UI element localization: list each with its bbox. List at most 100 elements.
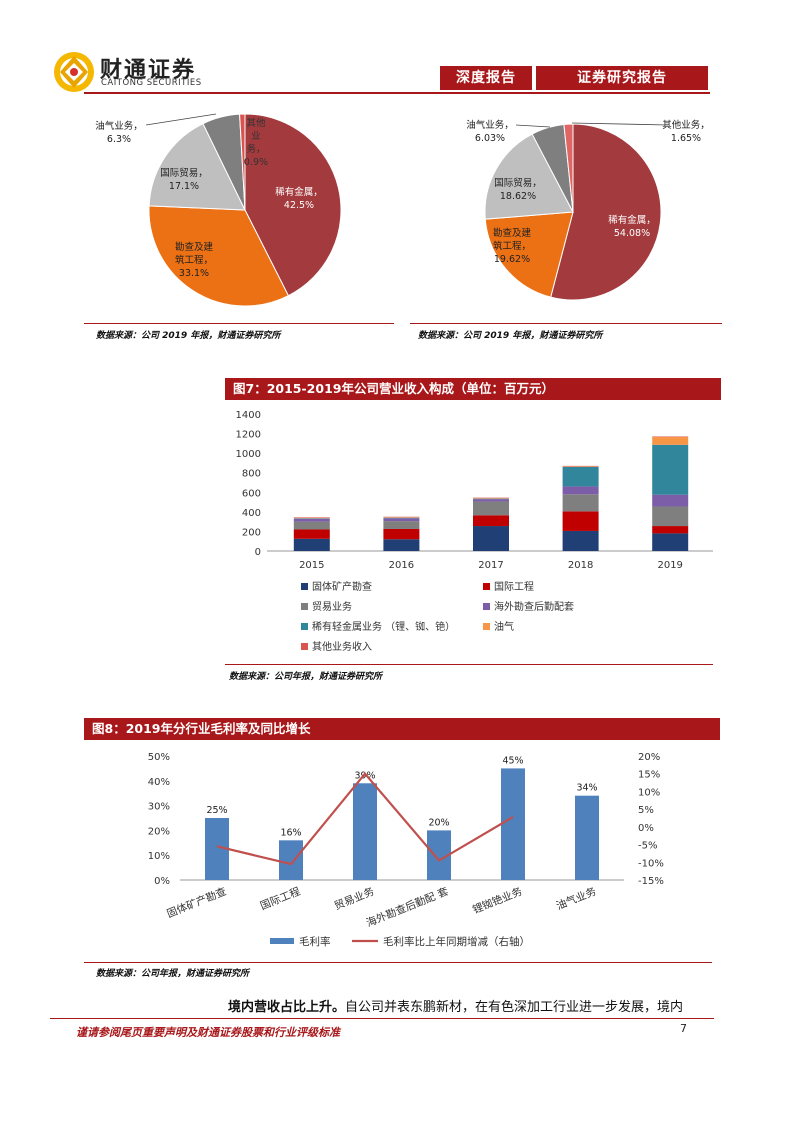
fig8-bar-label-2: 39%	[354, 770, 375, 781]
fig7-xtick: 2015	[299, 560, 324, 571]
fig7-ytick: 600	[242, 488, 261, 499]
pie-left-label-3: 油气业务， 6.3%	[95, 120, 143, 145]
header-rule	[84, 92, 710, 94]
fig7-bar-2019-2	[652, 506, 689, 527]
pie-right-label-4: 其他业务， 1.65%	[662, 119, 710, 144]
fig8-legend-label-0: 毛利率	[299, 935, 331, 948]
fig7-bar-2018-3	[562, 486, 599, 495]
pie-left-label-4: 其他业务， 0.9%	[244, 117, 268, 168]
fig8-bar-label-3: 20%	[428, 817, 449, 828]
fig7-xtick: 2017	[478, 560, 503, 571]
fig8-ytick: 20%	[148, 826, 170, 837]
fig8-ytick: 10%	[148, 851, 170, 862]
fig8-ytick: 40%	[148, 777, 170, 788]
fig7-chart: 0 200 400 600 800 1000 1200 1400 2015 2016 2017 201…	[236, 410, 713, 653]
tag-research-report: 证券研究报告	[536, 66, 708, 90]
fig7-legend-swatch-6	[301, 643, 308, 650]
fig7-legend-label-6: 其他业务收入	[312, 640, 372, 653]
logo-name: 财通证券	[100, 57, 197, 83]
fig8-line-yoy	[216, 771, 514, 866]
fig8-bar-5	[575, 795, 599, 880]
pie-right-slice-2	[484, 133, 574, 220]
fig8-legend-label-1: 毛利率比上年同期增减（右轴）	[383, 935, 530, 948]
fig8-chart: 0% 10% 20% 30% 40% 50% -15% -10% -5% 0% 5% 10% 15% 20…	[148, 752, 664, 948]
fig7-bar-2018-4	[562, 466, 599, 487]
fig8-source: 数据来源：公司年报，财通证券研究所	[96, 969, 250, 979]
fig8-xtick-5: 油气业务	[554, 885, 598, 913]
fig7-bar-2017-3	[473, 499, 509, 502]
pie-left-label-1: 勘查及建筑工程， 33.1%	[175, 241, 214, 279]
fig7-ytick: 200	[242, 527, 261, 538]
fig8-bar-1	[279, 840, 303, 880]
fig8-xtick-3: 海外勘查后勤配 套	[364, 885, 450, 930]
fig8-bar-2	[353, 783, 377, 880]
pie-left-leader-3	[145, 113, 217, 126]
fig8-bar-4	[501, 768, 525, 880]
fig8-y2tick: 0%	[638, 823, 654, 834]
fig7-xtick: 2018	[568, 560, 593, 571]
footer-disclaimer: 谨请参阅尾页重要声明及财通证券股票和行业评级标准	[76, 1026, 340, 1039]
fig7-ytick: 1000	[236, 449, 261, 460]
company-logo	[52, 50, 96, 94]
fig7-bar-2017-1	[473, 515, 509, 527]
fig7-bar-2019-0	[652, 533, 689, 551]
fig7-legend-swatch-5	[483, 623, 490, 630]
fig7-bar-2018-0	[562, 530, 599, 551]
fig8-xtick-2: 贸易业务	[332, 885, 376, 913]
body-paragraph: 境内营收占比上升。自公司并表东鹏新材，在有色深加工行业进一步发展，境内	[228, 996, 714, 1015]
fig8-y2tick: -5%	[638, 841, 657, 852]
fig7-ytick: 1400	[236, 410, 261, 421]
pie-right-label-1: 勘查及建筑工程， 19.62%	[493, 227, 532, 265]
fig7-legend-label-4: 稀有轻金属业务 （锂、铷、铯）	[312, 620, 455, 633]
fig7-bar-2017-2	[473, 501, 509, 516]
fig7-bar-2016-0	[383, 539, 420, 551]
fig7-bar-2016-2	[383, 521, 420, 529]
fig7-bar-2018-1	[562, 511, 599, 531]
fig7-legend-label-3: 海外勘查后勤配套	[494, 600, 574, 613]
fig8-bar-label-4: 45%	[502, 755, 523, 766]
fig8-y2tick: -10%	[638, 858, 664, 869]
pie-right-label-2: 国际贸易， 18.62%	[494, 177, 542, 202]
fig7-ytick: 800	[242, 469, 261, 480]
fig7-bar-2016-3	[383, 518, 420, 522]
fig8-xtick-0: 固体矿产勘查	[165, 885, 229, 921]
fig7-bar-2015-1	[293, 529, 330, 539]
pie-chart-left: 稀有金属， 42.5% 勘查及建筑工程， 33.1% 国际贸易， 17.1% 油气业务， 6.…	[95, 113, 342, 307]
fig7-bar-2019-3	[652, 494, 689, 507]
fig7-legend-label-2: 贸易业务	[312, 600, 352, 613]
pie-chart-right: 稀有金属， 54.08% 勘查及建筑工程， 19.62% 国际贸易， 18.62% 油气业务…	[466, 119, 710, 301]
footer-rule	[50, 1018, 714, 1019]
fig8-xtick-1: 国际工程	[259, 885, 303, 912]
fig7-legend-swatch-1	[483, 583, 490, 590]
fig8-ytick: 50%	[148, 752, 170, 763]
fig8-bar-label-0: 25%	[206, 805, 227, 816]
tag-deep-report: 深度报告	[440, 66, 532, 90]
fig8-y2tick: 5%	[638, 805, 654, 816]
fig7-xtick: 2016	[389, 560, 414, 571]
fig8-ytick: 0%	[154, 876, 170, 887]
fig7-bar-2017-0	[473, 526, 509, 551]
fig8-bar-label-1: 16%	[280, 827, 301, 838]
pie-left-label-0: 稀有金属， 42.5%	[275, 186, 323, 211]
fig8-y2tick: 10%	[638, 787, 660, 798]
pie-left-slice-1	[148, 205, 290, 307]
fig7-bar-2015-0	[293, 538, 330, 551]
pie-right-leader-3	[515, 124, 551, 128]
fig7-bar-2016-1	[383, 528, 420, 540]
logo-subtitle: CAITONG SECURITIES	[101, 78, 202, 88]
fig7-ytick: 0	[255, 547, 261, 558]
fig7-source: 数据来源：公司年报，财通证券研究所	[229, 672, 383, 682]
body-bold-lead: 境内营收占比上升。	[228, 1000, 346, 1015]
caitong-logo-icon	[54, 52, 94, 92]
fig7-bar-2015-3	[293, 518, 330, 522]
fig7-ytick: 400	[242, 508, 261, 519]
body-text: 自公司并表东鹏新材，在有色深加工行业进一步发展，境内	[345, 1000, 684, 1015]
fig7-xtick: 2019	[657, 560, 682, 571]
fig8-ytick: 30%	[148, 802, 170, 813]
fig7-legend-swatch-2	[301, 603, 308, 610]
fig7-legend-swatch-0	[301, 583, 308, 590]
pie-left-slice-2	[148, 123, 246, 211]
fig8-rule	[84, 962, 712, 963]
pie-right-label-0: 稀有金属， 54.08%	[608, 214, 656, 239]
fig7-rule	[225, 664, 713, 665]
